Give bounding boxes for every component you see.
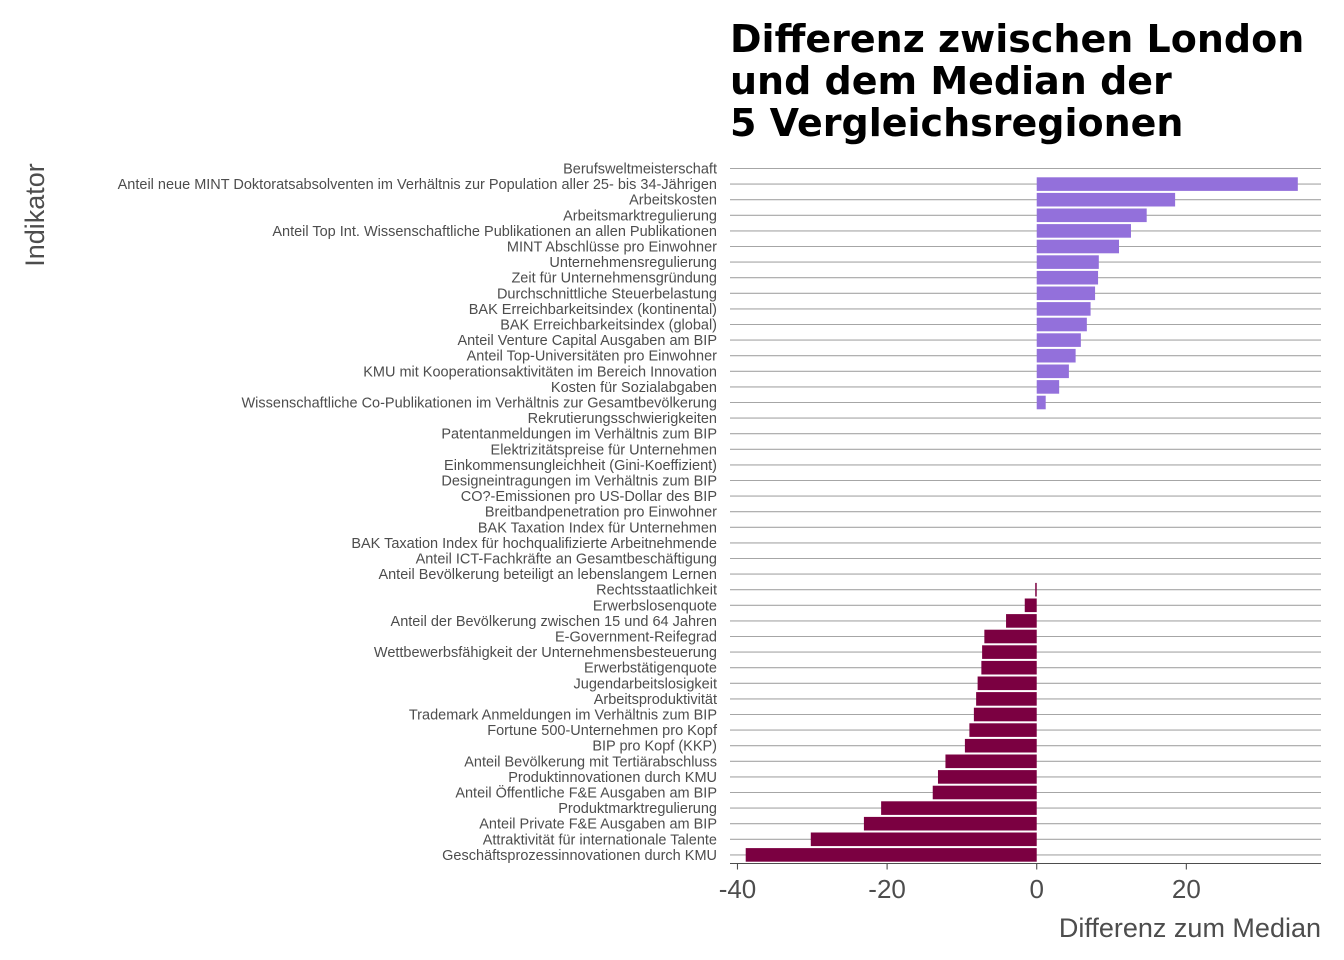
bar: [1036, 286, 1096, 301]
bar: [1036, 380, 1060, 394]
category-label: Berufsweltmeisterschaft: [563, 162, 717, 178]
category-label: Anteil Top Int. Wissenschaftliche Publik…: [272, 224, 717, 240]
bar: [1024, 598, 1037, 613]
bar: [1035, 582, 1037, 597]
bar: [984, 629, 1037, 644]
category-label: Anteil Bevölkerung beteiligt an lebensla…: [378, 567, 717, 583]
category-label: Jugendarbeitslosigkeit: [574, 676, 717, 692]
category-label: Anteil Venture Capital Ausgaben am BIP: [457, 333, 717, 349]
category-label: Produktinnovationen durch KMU: [508, 770, 717, 786]
bar: [1036, 192, 1176, 207]
bar: [863, 816, 1037, 831]
category-label: Arbeitsproduktivität: [594, 692, 717, 708]
bar: [964, 738, 1037, 753]
category-label: KMU mit Kooperationsaktivitäten im Berei…: [363, 364, 717, 380]
category-label: Anteil ICT-Fachkräfte an Gesamtbeschäfti…: [416, 552, 717, 568]
category-label: Wettbewerbsfähigkeit der Unternehmensbes…: [374, 645, 717, 661]
category-label: BIP pro Kopf (KKP): [592, 739, 717, 755]
title-line: Differenz zwischen London: [730, 17, 1304, 61]
bar: [1036, 395, 1046, 410]
gridlines: [730, 167, 1321, 856]
category-label: Arbeitsmarktregulierung: [563, 208, 717, 224]
category-label: Wissenschaftliche Co-Publikationen im Ve…: [242, 396, 718, 412]
category-label: Zeit für Unternehmensgründung: [511, 271, 717, 287]
category-label: Einkommensungleichheit (Gini-Koeffizient…: [444, 458, 717, 474]
bar: [969, 723, 1037, 737]
bar: [1036, 270, 1099, 285]
category-label: Erwerbslosenquote: [593, 598, 717, 614]
bar: [945, 754, 1037, 769]
x-tick-label: 0: [1029, 874, 1043, 904]
category-label: Unternehmensregulierung: [549, 255, 717, 271]
bar: [1036, 224, 1131, 238]
category-label: Arbeitskosten: [629, 193, 717, 209]
category-label: Erwerbstätigenquote: [584, 661, 717, 677]
category-label: Fortune 500-Unternehmen pro Kopf: [487, 723, 718, 739]
title-line: 5 Vergleichsregionen: [730, 101, 1183, 145]
category-label: E-Government-Reifegrad: [555, 630, 717, 646]
x-tick-label: -20: [868, 874, 906, 904]
bar: [982, 645, 1037, 659]
bar: [973, 707, 1037, 722]
title-line: und dem Median der: [730, 59, 1172, 103]
category-label: Elektrizitätspreise für Unternehmen: [491, 442, 717, 458]
x-tick-label: 20: [1172, 874, 1201, 904]
bar: [810, 832, 1037, 847]
category-label: Rechtsstaatlichkeit: [596, 583, 717, 599]
y-axis-title: Indikator: [20, 163, 50, 267]
category-label: MINT Abschlüsse pro Einwohner: [507, 240, 717, 256]
bar: [1036, 302, 1091, 316]
bar: [745, 848, 1037, 862]
category-label: Anteil Private F&E Ausgaben am BIP: [479, 817, 717, 833]
category-label: Durchschnittliche Steuerbelastung: [497, 286, 717, 302]
category-label: Anteil Öffentliche F&E Ausgaben am BIP: [455, 784, 717, 802]
bars: [745, 177, 1298, 862]
category-label: BAK Erreichbarkeitsindex (global): [500, 318, 717, 334]
category-label: Kosten für Sozialabgaben: [551, 380, 717, 396]
bar: [937, 770, 1037, 784]
x-axis: -40 -20 0 20: [719, 862, 1321, 904]
category-label: CO?-Emissionen pro US-Dollar des BIP: [461, 489, 717, 505]
bar: [1036, 348, 1076, 363]
category-label: BAK Taxation Index für Unternehmen: [478, 520, 717, 536]
category-label: Breitbandpenetration pro Einwohner: [485, 505, 717, 521]
category-label: Trademark Anmeldungen im Verhältnis zum …: [409, 708, 717, 724]
category-label: BAK Taxation Index für hochqualifizierte…: [351, 536, 717, 552]
category-label: Attraktivität für internationale Talente: [483, 832, 717, 848]
bar: [981, 660, 1037, 675]
bar: [1036, 333, 1081, 347]
x-axis-title: Differenz zum Median: [1059, 913, 1321, 943]
bar: [1036, 255, 1099, 269]
category-label: Anteil neue MINT Doktoratsabsolventen im…: [118, 177, 717, 193]
bar: [1036, 208, 1147, 223]
bar: [881, 801, 1037, 815]
category-label: Anteil Bevölkerung mit Tertiärabschluss: [464, 754, 717, 770]
category-label: Patentanmeldungen im Verhältnis zum BIP: [441, 427, 717, 443]
bar: [932, 785, 1037, 800]
bar: [1006, 614, 1037, 628]
bar: [976, 692, 1037, 706]
category-label: Designeintragungen im Verhältnis zum BIP: [441, 474, 717, 490]
x-tick-label: -40: [719, 874, 757, 904]
category-label: BAK Erreichbarkeitsindex (kontinental): [469, 302, 717, 318]
bar: [977, 676, 1037, 691]
category-label: Anteil der Bevölkerung zwischen 15 und 6…: [391, 614, 717, 630]
category-label: Anteil Top-Universitäten pro Einwohner: [467, 349, 718, 365]
category-label: Rekrutierungsschwierigkeiten: [528, 411, 717, 427]
bar: [1036, 317, 1087, 332]
category-label: Geschäftsprozessinnovationen durch KMU: [442, 848, 717, 864]
bar: [1036, 364, 1069, 379]
bar: [1036, 177, 1298, 191]
category-label: Produktmarktregulierung: [558, 801, 717, 817]
bar: [1036, 239, 1120, 254]
